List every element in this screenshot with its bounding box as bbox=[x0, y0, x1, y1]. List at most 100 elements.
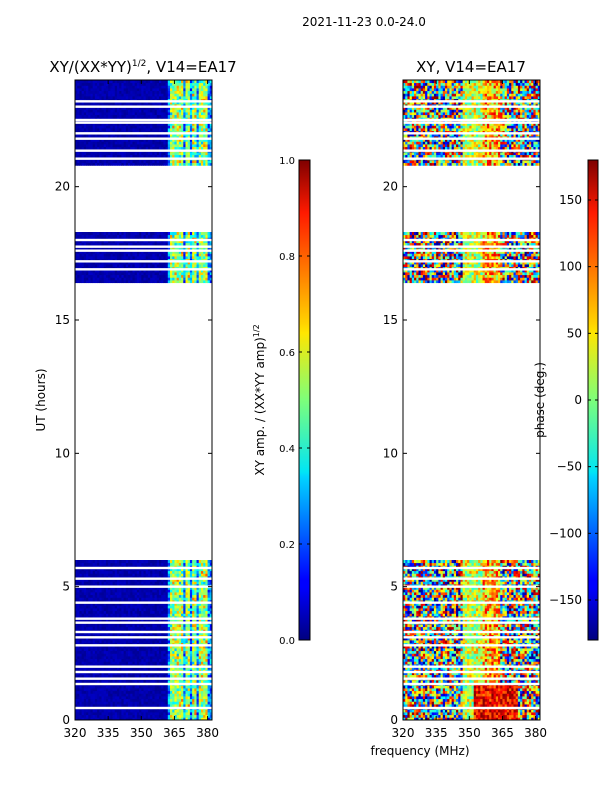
heatmap-cell bbox=[79, 240, 83, 244]
heatmap-cell bbox=[158, 648, 162, 652]
heatmap-cell bbox=[178, 696, 182, 700]
heatmap-cell bbox=[128, 274, 131, 278]
heatmap-cell bbox=[167, 570, 171, 574]
heatmap-cell bbox=[158, 234, 162, 238]
heatmap-cell bbox=[81, 586, 85, 590]
heatmap-cell bbox=[75, 272, 78, 276]
amplitude-heatmap bbox=[75, 80, 212, 720]
heatmap-cell bbox=[152, 586, 155, 590]
heatmap-cell bbox=[185, 562, 189, 566]
heatmap-cell bbox=[112, 656, 116, 660]
heatmap-cell bbox=[132, 701, 136, 705]
heatmap-cell bbox=[128, 234, 131, 238]
heatmap-cell bbox=[194, 272, 197, 276]
heatmap-cell bbox=[94, 162, 98, 166]
heatmap-cell bbox=[150, 162, 153, 166]
heatmap-cell bbox=[174, 640, 178, 644]
heatmap-cell bbox=[156, 688, 160, 692]
heatmap-cell bbox=[101, 650, 105, 654]
heatmap-cell bbox=[150, 610, 153, 614]
heatmap-cell bbox=[185, 704, 189, 708]
heatmap-cell bbox=[125, 256, 129, 260]
heatmap-cell bbox=[105, 232, 109, 236]
heatmap-cell bbox=[97, 274, 100, 278]
heatmap-cell bbox=[209, 632, 212, 636]
heatmap-cell bbox=[77, 650, 80, 654]
heatmap-cell bbox=[187, 586, 191, 590]
heatmap-cell bbox=[99, 650, 102, 654]
heatmap-cell bbox=[141, 162, 144, 166]
heatmap-cell bbox=[170, 650, 173, 654]
heatmap-cell bbox=[90, 717, 94, 720]
heatmap-cell bbox=[134, 685, 138, 689]
heatmap-cell bbox=[147, 674, 151, 678]
heatmap-cell bbox=[143, 610, 147, 614]
heatmap-cell bbox=[196, 693, 200, 697]
heatmap-cell bbox=[200, 674, 204, 678]
heatmap-cell bbox=[90, 624, 94, 628]
heatmap-cell bbox=[121, 592, 125, 596]
heatmap-cell bbox=[145, 656, 149, 660]
heatmap-cell bbox=[101, 592, 105, 596]
heatmap-cell bbox=[194, 573, 197, 577]
heatmap-cell bbox=[183, 626, 186, 630]
heatmap-cell bbox=[152, 674, 155, 678]
heatmap-cell bbox=[112, 637, 116, 641]
heatmap-cell bbox=[132, 162, 136, 166]
heatmap-cell bbox=[75, 277, 78, 281]
heatmap-cell bbox=[189, 680, 193, 684]
heatmap-cell bbox=[167, 253, 171, 257]
heatmap-cell bbox=[97, 656, 100, 660]
heatmap-cell bbox=[123, 573, 127, 577]
heatmap-cell bbox=[205, 581, 208, 585]
heatmap-cell bbox=[105, 610, 109, 614]
heatmap-cell bbox=[110, 581, 113, 585]
heatmap-cell bbox=[77, 626, 80, 630]
heatmap-cell bbox=[81, 624, 85, 628]
heatmap-cell bbox=[147, 602, 151, 606]
heatmap-cell bbox=[145, 274, 149, 278]
heatmap-cell bbox=[112, 581, 116, 585]
heatmap-cell bbox=[132, 578, 136, 582]
heatmap-cell bbox=[88, 573, 91, 577]
heatmap-cell bbox=[119, 264, 122, 268]
heatmap-cell bbox=[79, 264, 83, 268]
heatmap-cell bbox=[205, 592, 208, 596]
heatmap-cell bbox=[185, 714, 189, 718]
heatmap-cell bbox=[178, 645, 182, 649]
heatmap-cell bbox=[132, 562, 136, 566]
heatmap-cell bbox=[147, 714, 151, 718]
heatmap-cell bbox=[97, 240, 100, 244]
heatmap-cell bbox=[207, 672, 211, 676]
heatmap-cell bbox=[128, 602, 131, 606]
heatmap-cell bbox=[134, 586, 138, 590]
heatmap-cell bbox=[189, 640, 193, 644]
heatmap-cell bbox=[83, 578, 87, 582]
heatmap-cell bbox=[174, 578, 178, 582]
heatmap-cell bbox=[86, 658, 89, 662]
heatmap-cell bbox=[114, 658, 118, 662]
heatmap-cell bbox=[147, 280, 151, 284]
heatmap-cell bbox=[86, 568, 89, 572]
heatmap-cell bbox=[123, 618, 127, 622]
heatmap-cell bbox=[130, 693, 133, 697]
heatmap-cell bbox=[150, 666, 153, 670]
heatmap-cell bbox=[75, 637, 78, 641]
heatmap-cell bbox=[123, 648, 127, 652]
heatmap-cell bbox=[97, 610, 100, 614]
heatmap-cell bbox=[103, 232, 107, 236]
heatmap-cell bbox=[77, 685, 80, 689]
heatmap-cell bbox=[209, 264, 212, 268]
heatmap-cell bbox=[94, 645, 98, 649]
heatmap-cell bbox=[170, 645, 173, 649]
heatmap-cell bbox=[97, 701, 100, 705]
heatmap-cell bbox=[128, 608, 131, 612]
heatmap-cell bbox=[86, 653, 89, 657]
heatmap-cell bbox=[77, 560, 80, 564]
heatmap-cell bbox=[81, 253, 85, 257]
heatmap-cell bbox=[130, 632, 133, 636]
heatmap-cell bbox=[112, 280, 116, 284]
heatmap-cell bbox=[161, 704, 164, 708]
heatmap-cell bbox=[116, 264, 120, 268]
heatmap-cell bbox=[128, 573, 131, 577]
